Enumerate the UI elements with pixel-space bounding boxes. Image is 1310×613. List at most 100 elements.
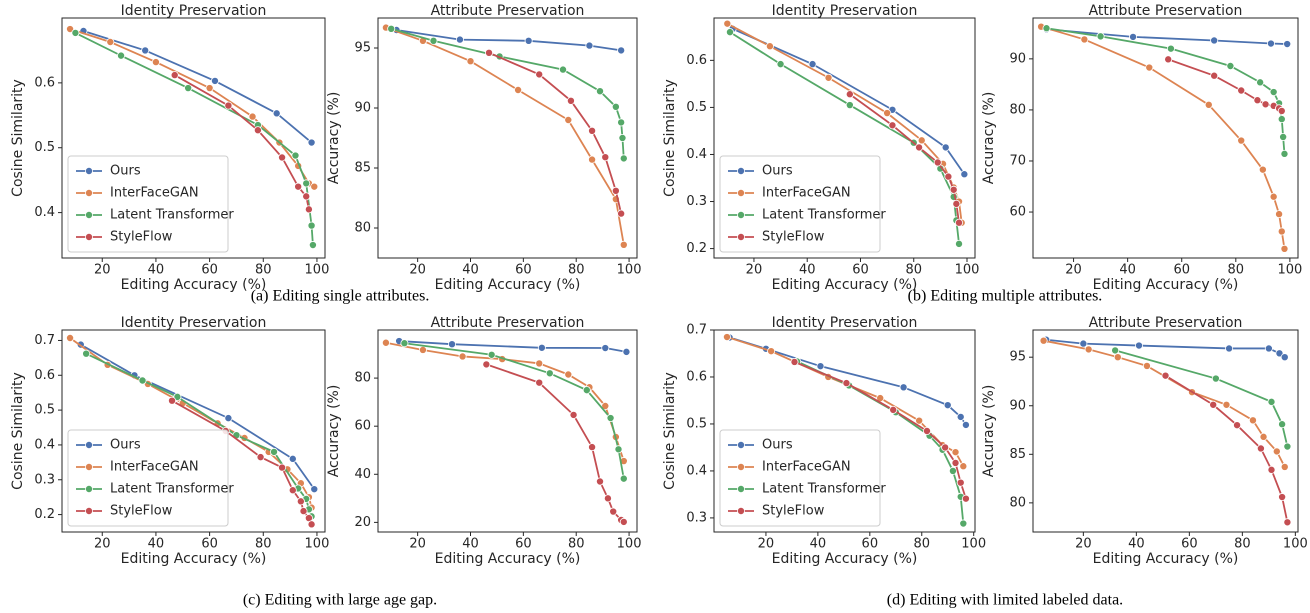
- point: [1280, 462, 1289, 471]
- x-tick-label: 20: [1065, 263, 1082, 278]
- x-tick-label: 20: [409, 537, 426, 552]
- point: [66, 25, 75, 34]
- point: [1266, 39, 1275, 48]
- y-tick-label: 90: [1009, 398, 1026, 413]
- x-tick-label: 20: [746, 263, 763, 278]
- chart-title: Attribute Preservation: [431, 3, 585, 19]
- y-tick-label: 60: [354, 419, 371, 434]
- point: [1222, 400, 1231, 409]
- point: [482, 360, 491, 369]
- point: [138, 376, 147, 385]
- x-tick-label: 40: [1128, 537, 1145, 552]
- y-tick-label: 0.5: [686, 100, 707, 115]
- point: [609, 507, 618, 516]
- point: [619, 474, 628, 483]
- x-tick-label: 40: [462, 537, 479, 552]
- legend-label: Latent Transformer: [110, 482, 234, 497]
- point: [596, 87, 605, 96]
- y-tick-label: 0.5: [686, 416, 707, 431]
- point: [1278, 493, 1287, 502]
- point: [106, 38, 115, 47]
- point: [387, 24, 396, 33]
- point: [776, 60, 785, 69]
- point: [1142, 361, 1151, 370]
- y-axis-label: Cosine Similarity: [662, 372, 678, 490]
- x-tick-label: 20: [94, 537, 111, 552]
- point: [956, 478, 965, 487]
- x-tick-label: 80: [255, 263, 272, 278]
- point: [455, 35, 464, 44]
- y-tick-label: 0.3: [686, 194, 707, 209]
- series-line: [1165, 374, 1289, 523]
- series-line: [83, 30, 313, 144]
- point: [619, 517, 628, 526]
- x-tick-label: 40: [462, 263, 479, 278]
- point: [1079, 339, 1088, 348]
- point: [1225, 344, 1234, 353]
- x-tick-label: 20: [1075, 537, 1092, 552]
- x-tick-label: 40: [810, 537, 827, 552]
- point: [943, 401, 952, 410]
- axes-frame: [713, 329, 976, 533]
- point: [1237, 86, 1246, 95]
- legend-marker: [85, 462, 94, 471]
- point: [253, 126, 262, 135]
- y-tick-label: 0.7: [34, 333, 55, 348]
- legend: Ours InterFaceGAN Latent Transformer StyleF…: [67, 155, 234, 253]
- point: [951, 448, 960, 457]
- axes-frame: [377, 17, 638, 259]
- point: [66, 334, 75, 343]
- series-line: [1040, 25, 1286, 249]
- x-tick-label: 100: [305, 537, 330, 552]
- x-axis-label: Editing Accuracy (%): [121, 277, 267, 293]
- x-tick-label: 100: [1283, 537, 1308, 552]
- point: [842, 379, 851, 388]
- point: [944, 172, 953, 181]
- chart-title: Identity Preservation: [772, 3, 918, 19]
- legend: Ours InterFaceGAN Latent Transformer StyleF…: [719, 155, 886, 253]
- point: [256, 453, 265, 462]
- caption: (d) Editing with limited labeled data.: [887, 592, 1123, 609]
- y-axis-label: Accuracy (%): [326, 92, 342, 185]
- point: [1283, 40, 1292, 49]
- point: [1267, 397, 1276, 406]
- y-tick-label: 0.4: [686, 463, 707, 478]
- point: [588, 443, 597, 452]
- point: [899, 383, 908, 392]
- y-tick-label: 95: [354, 41, 371, 56]
- point: [1269, 88, 1278, 97]
- x-tick-label: 60: [852, 263, 869, 278]
- point: [611, 102, 620, 111]
- point: [566, 96, 575, 105]
- x-tick-label: 60: [515, 263, 532, 278]
- legend-label: Ours: [110, 438, 141, 453]
- x-tick-label: 100: [617, 263, 642, 278]
- y-tick-label: 0.6: [34, 368, 55, 383]
- point: [288, 486, 297, 495]
- point: [307, 221, 316, 230]
- point: [619, 154, 628, 163]
- caption: (a) Editing single attributes.: [251, 288, 430, 305]
- x-tick-label: 40: [148, 537, 165, 552]
- point: [1280, 353, 1289, 362]
- series-line: [385, 26, 625, 245]
- point: [1275, 210, 1284, 219]
- y-tick-label: 80: [354, 371, 371, 386]
- point: [1261, 100, 1270, 109]
- point: [1135, 341, 1144, 350]
- series-line: [404, 342, 625, 479]
- y-tick-label: 0.2: [686, 241, 707, 256]
- point: [1237, 136, 1246, 145]
- series-line: [1043, 339, 1286, 468]
- point: [765, 42, 774, 51]
- y-tick-label: 60: [1009, 205, 1026, 220]
- point: [951, 458, 960, 467]
- point: [559, 65, 568, 74]
- x-tick-label: 20: [758, 537, 775, 552]
- point: [458, 352, 467, 361]
- point: [1166, 44, 1175, 53]
- x-tick-label: 100: [955, 263, 980, 278]
- legend-frame: [719, 155, 881, 253]
- x-tick-label: 80: [905, 263, 922, 278]
- x-tick-label: 60: [201, 263, 218, 278]
